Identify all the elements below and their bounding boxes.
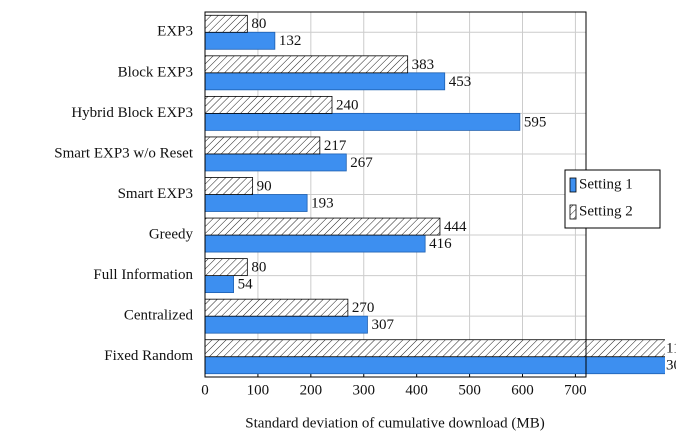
x-tick-label: 300	[353, 382, 376, 398]
value-label: 383	[412, 57, 435, 73]
x-tick-label: 700	[564, 382, 587, 398]
x-tick-label: 400	[405, 382, 428, 398]
bar	[205, 275, 234, 294]
bar	[205, 339, 665, 358]
legend-label: Setting 1	[579, 176, 633, 192]
x-tick-label: 600	[511, 382, 534, 398]
value-label: 1155	[666, 341, 676, 357]
bar	[205, 234, 426, 253]
bar	[205, 72, 446, 91]
value-label: 453	[449, 74, 472, 90]
bar	[205, 136, 321, 155]
bar	[205, 298, 349, 317]
value-label: 217	[324, 138, 347, 154]
x-tick-label: 500	[458, 382, 481, 398]
bar	[205, 177, 254, 195]
bar	[205, 95, 333, 114]
value-label: 132	[279, 33, 302, 49]
bars	[205, 14, 665, 375]
bar	[205, 153, 347, 172]
y-tick-label: Smart EXP3 w/o Reset	[54, 145, 194, 161]
bar	[205, 258, 248, 277]
value-label: 270	[352, 300, 375, 316]
value-label: 307	[371, 317, 394, 333]
bar	[205, 356, 665, 375]
value-label: 90	[257, 178, 272, 194]
x-tick-label: 0	[201, 382, 209, 398]
x-tick-label: 100	[247, 382, 270, 398]
value-label: 80	[251, 16, 266, 32]
value-label: 240	[336, 97, 359, 113]
bar	[205, 315, 368, 334]
bar	[205, 31, 276, 50]
y-tick-label: Smart EXP3	[118, 186, 193, 202]
legend-swatch	[569, 177, 577, 193]
y-tick-label: Block EXP3	[118, 64, 193, 80]
y-tick-label: EXP3	[157, 24, 193, 40]
legend-label: Setting 2	[579, 203, 633, 219]
legend-box	[564, 169, 661, 229]
value-label: 444	[444, 219, 467, 235]
value-label: 3027	[666, 358, 676, 374]
y-tick-label: Greedy	[149, 226, 194, 242]
bar	[205, 14, 248, 33]
value-label: 267	[350, 155, 373, 171]
x-tick-label: 200	[300, 382, 323, 398]
bar	[205, 55, 409, 74]
bar	[205, 194, 308, 212]
value-label: 80	[251, 260, 266, 276]
legend-swatch	[569, 204, 577, 220]
value-label: 416	[429, 236, 452, 252]
value-label: 595	[524, 114, 547, 130]
bar	[205, 217, 441, 236]
value-label: 54	[238, 277, 254, 293]
y-tick-label: Hybrid Block EXP3	[71, 105, 193, 121]
y-tick-label: Centralized	[124, 308, 194, 324]
y-tick-label: Full Information	[93, 267, 193, 283]
bar	[205, 112, 521, 131]
y-tick-label: Fixed Random	[104, 348, 193, 364]
x-axis-label: Standard deviation of cumulative downloa…	[245, 415, 545, 431]
value-label: 193	[311, 195, 334, 211]
